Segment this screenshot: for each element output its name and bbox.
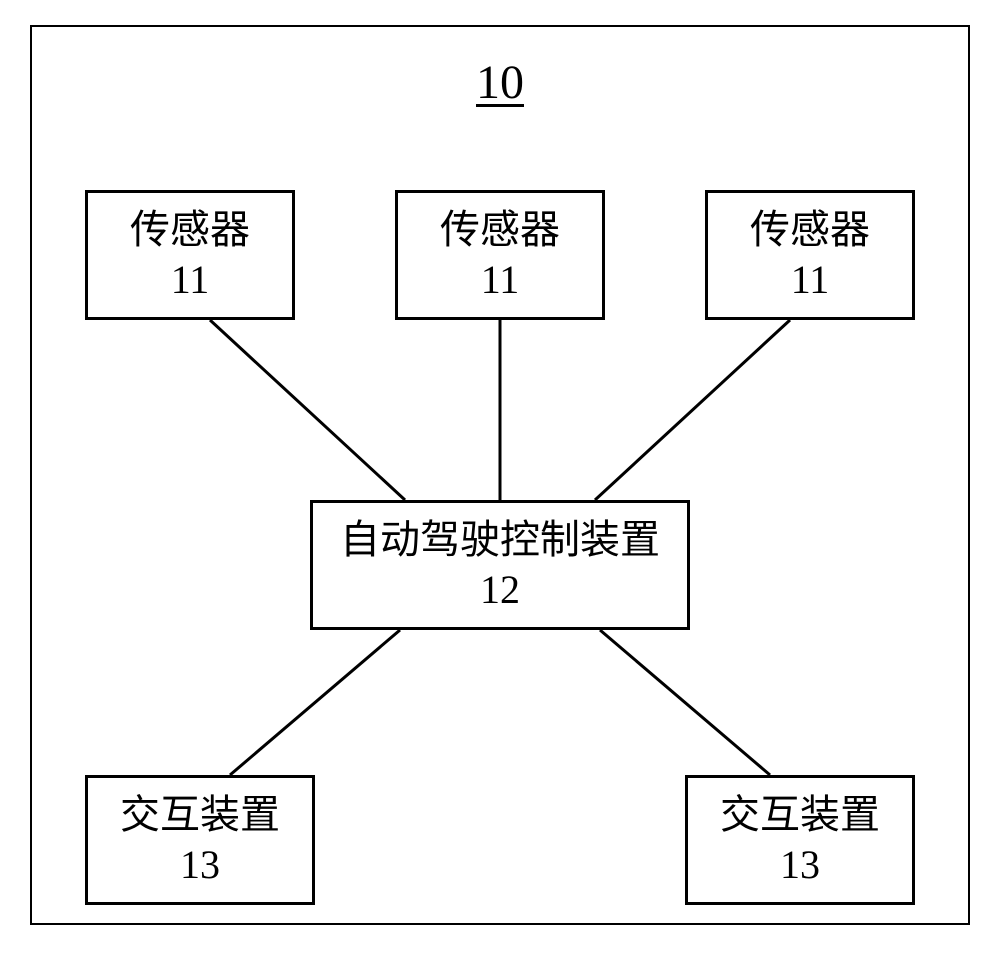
diagram-canvas: 10 传感器 11 传感器 11 传感器 11 自动驾驶控制装置 12 交互装置… bbox=[0, 0, 1000, 955]
node-number: 11 bbox=[791, 255, 830, 305]
node-number: 13 bbox=[180, 840, 220, 890]
node-sensor-2: 传感器 11 bbox=[395, 190, 605, 320]
node-label: 自动驾驶控制装置 bbox=[340, 515, 660, 565]
node-label: 交互装置 bbox=[120, 790, 280, 840]
node-label: 传感器 bbox=[440, 205, 560, 255]
node-number: 12 bbox=[480, 565, 520, 615]
node-interaction-2: 交互装置 13 bbox=[685, 775, 915, 905]
node-label: 传感器 bbox=[130, 205, 250, 255]
node-sensor-1: 传感器 11 bbox=[85, 190, 295, 320]
node-controller: 自动驾驶控制装置 12 bbox=[310, 500, 690, 630]
node-number: 11 bbox=[481, 255, 520, 305]
diagram-title-number: 10 bbox=[455, 55, 545, 110]
node-sensor-3: 传感器 11 bbox=[705, 190, 915, 320]
node-number: 13 bbox=[780, 840, 820, 890]
node-label: 传感器 bbox=[750, 205, 870, 255]
node-number: 11 bbox=[171, 255, 210, 305]
node-interaction-1: 交互装置 13 bbox=[85, 775, 315, 905]
node-label: 交互装置 bbox=[720, 790, 880, 840]
